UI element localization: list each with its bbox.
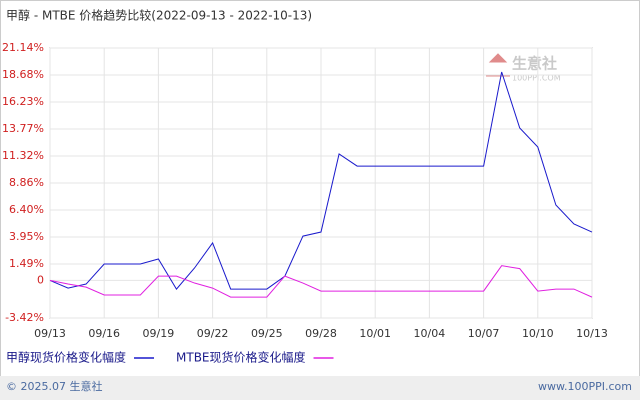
watermark-logo bbox=[486, 53, 510, 77]
x-tick-label: 09/16 bbox=[88, 327, 120, 340]
series-line bbox=[49, 265, 593, 298]
x-tick-label: 10/10 bbox=[522, 327, 554, 340]
y-tick-label: 16.23% bbox=[2, 95, 44, 108]
watermark-name: 生意社 bbox=[512, 55, 557, 73]
y-tick-label: 8.86% bbox=[9, 176, 44, 189]
legend-label: 甲醇现货价格变化幅度 bbox=[6, 350, 126, 365]
x-tick-label: 09/22 bbox=[197, 327, 229, 340]
y-tick-label: 0 bbox=[37, 273, 44, 286]
y-tick-label: 3.95% bbox=[9, 230, 44, 243]
x-tick-label: 10/07 bbox=[468, 327, 500, 340]
x-tick-label: 10/01 bbox=[359, 327, 391, 340]
y-tick-label: 18.68% bbox=[2, 68, 44, 81]
y-tick-label: 1.49% bbox=[9, 257, 44, 270]
watermark-url: 100PPI.COM bbox=[512, 74, 561, 83]
y-tick-label: -3.42% bbox=[5, 311, 44, 324]
x-tick-label: 09/25 bbox=[251, 327, 283, 340]
legend-label: MTBE现货价格变化幅度 bbox=[176, 350, 306, 365]
watermark: 生意社 100PPI.COM bbox=[486, 53, 561, 83]
y-tick-label: 11.32% bbox=[2, 149, 44, 162]
x-tick-label: 09/19 bbox=[143, 327, 175, 340]
footer-site: www.100PPI.com bbox=[538, 380, 632, 393]
x-tick-label: 10/13 bbox=[576, 327, 608, 340]
chart-title: 甲醇 - MTBE 价格趋势比较(2022-09-13 - 2022-10-13… bbox=[6, 8, 312, 23]
x-tick-label: 10/04 bbox=[414, 327, 446, 340]
footer-copyright: © 2025.07 生意社 bbox=[6, 379, 102, 393]
series-line bbox=[49, 71, 593, 290]
footer-band bbox=[0, 376, 640, 400]
x-tick-label: 09/28 bbox=[305, 327, 337, 340]
y-tick-label: 13.77% bbox=[2, 122, 44, 135]
x-tick-label: 09/13 bbox=[34, 327, 66, 340]
y-tick-label: 6.40% bbox=[9, 203, 44, 216]
y-tick-label: 21.14% bbox=[2, 41, 44, 54]
